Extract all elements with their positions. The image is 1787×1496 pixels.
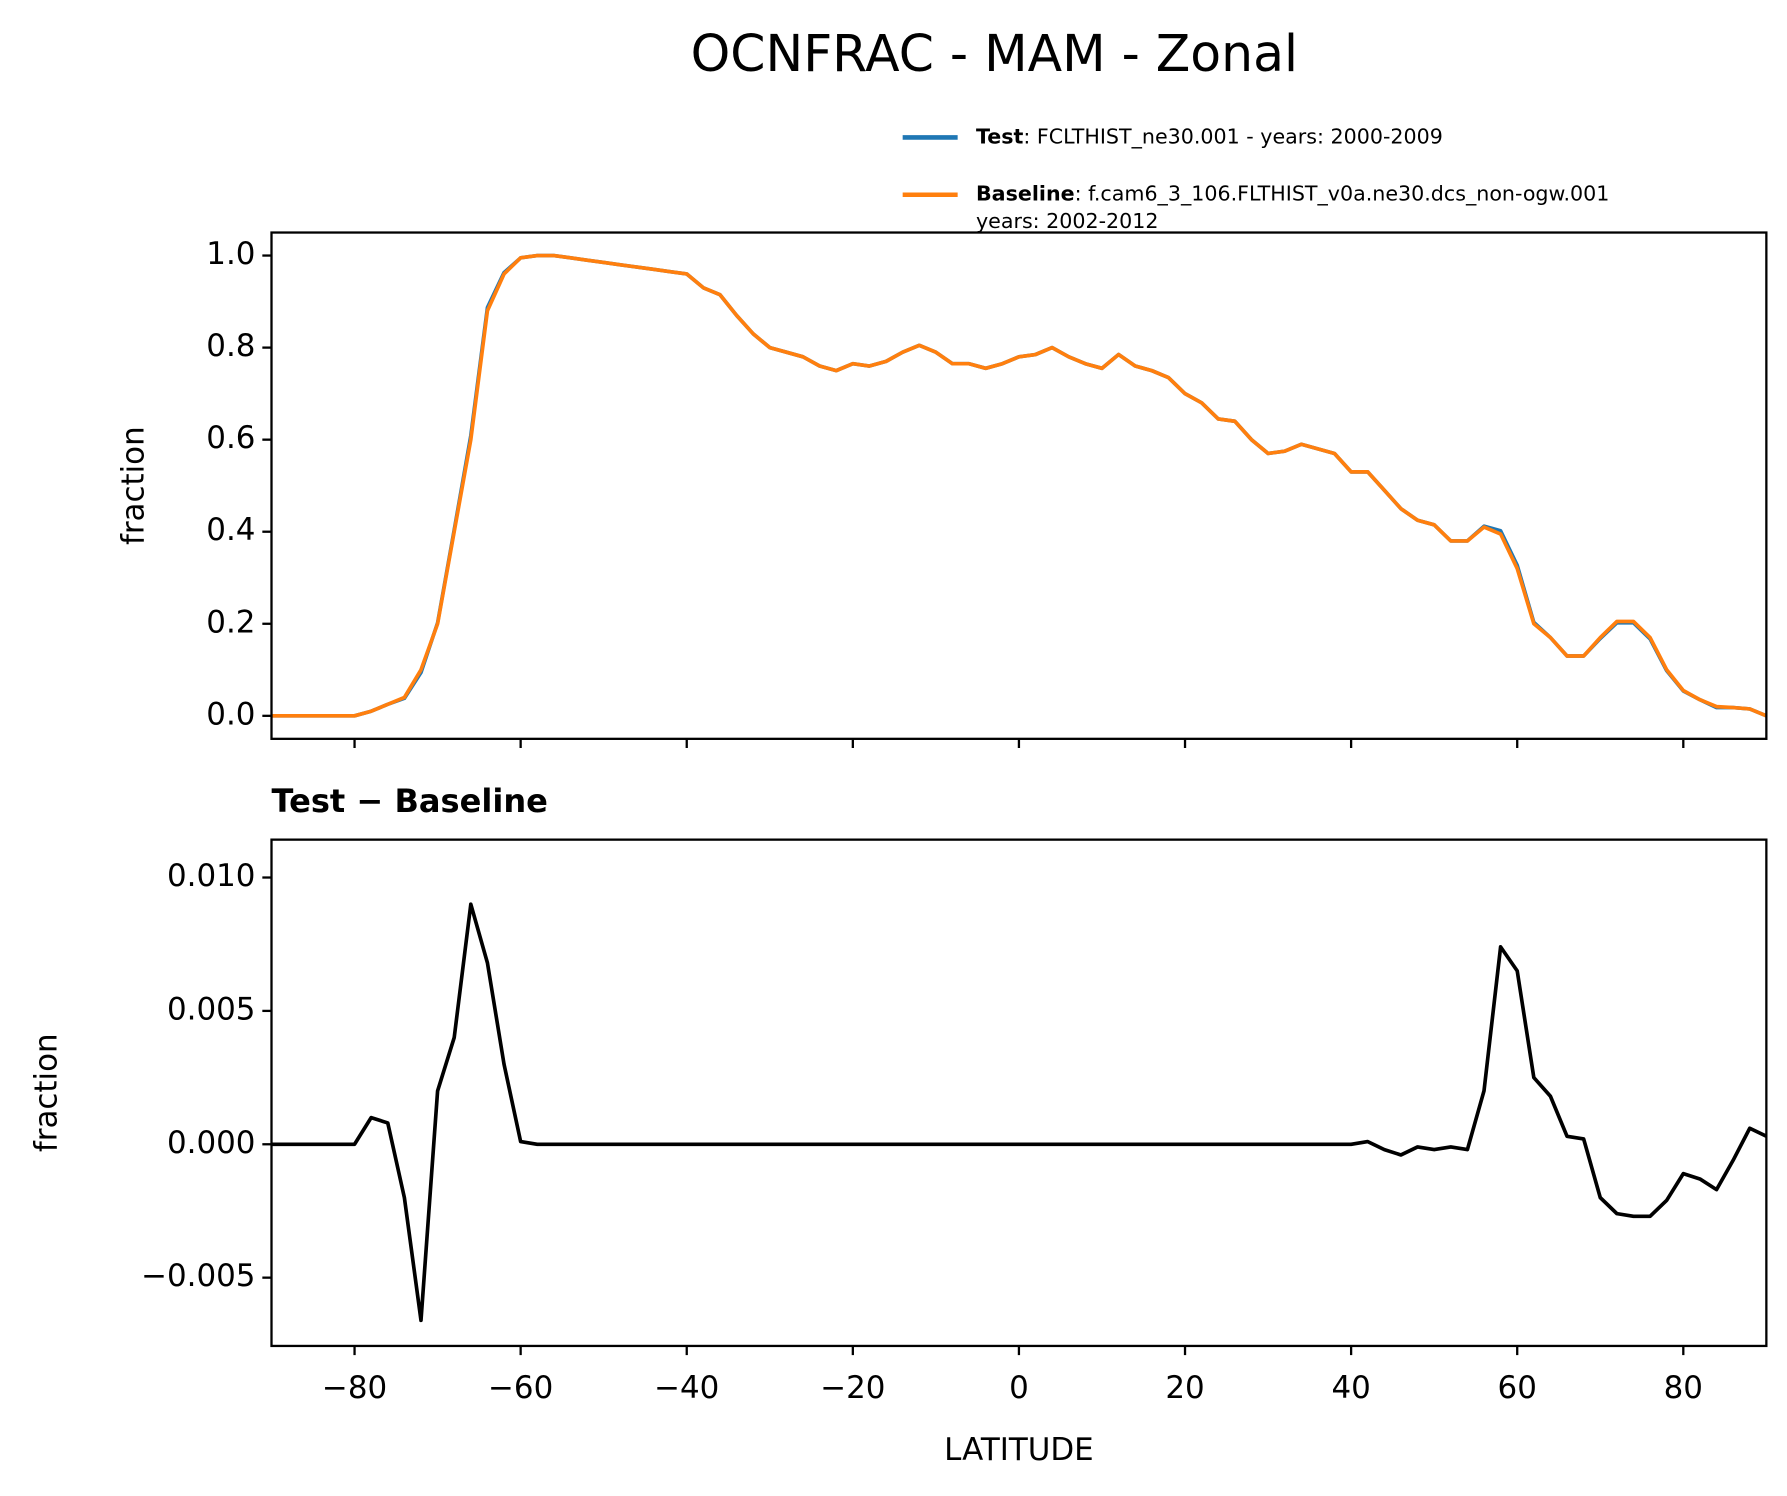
legend-name: Baseline (976, 182, 1075, 206)
y-tick-label: 0.0 (206, 696, 255, 732)
y-tick-label: 1.0 (206, 236, 255, 272)
y-tick-label: 0.005 (167, 991, 255, 1027)
series-line (271, 253, 1767, 718)
legend-name: Test (976, 124, 1024, 148)
legend-description: : f.cam6_3_106.FLTHIST_v0a.ne30.dcs_non-… (1075, 182, 1610, 207)
x-tick-label: 60 (1498, 1370, 1537, 1406)
series-line (271, 902, 1767, 1323)
x-tick-label: −20 (820, 1370, 885, 1406)
axes-frame (270, 231, 1768, 740)
y-tick-label: 0.6 (206, 420, 255, 456)
x-tick-label: 0 (1009, 1370, 1029, 1406)
axes-frame (270, 838, 1768, 1348)
y-tick-label: 0.000 (167, 1125, 255, 1161)
legend-description: years: 2002-2012 (976, 209, 1159, 233)
y-axis-label: fraction (116, 426, 152, 545)
y-tick-label: 0.4 (206, 512, 255, 548)
y-tick-label: 0.2 (206, 604, 255, 640)
y-axis-label: fraction (29, 1033, 65, 1152)
legend-entry: Baseline: f.cam6_3_106.FLTHIST_v0a.ne30.… (976, 182, 1609, 207)
x-axis-label: LATITUDE (944, 1432, 1094, 1468)
y-tick-label: 0.010 (167, 858, 255, 894)
x-tick-label: 40 (1331, 1370, 1370, 1406)
chart-title: OCNFRAC - MAM - Zonal (691, 24, 1298, 83)
series-line (271, 253, 1767, 718)
x-tick-label: 20 (1165, 1370, 1204, 1406)
legend-entry: Test: FCLTHIST_ne30.001 - years: 2000-20… (976, 124, 1443, 149)
x-tick-label: −40 (654, 1370, 719, 1406)
x-tick-label: −80 (322, 1370, 387, 1406)
legend-description: : FCLTHIST_ne30.001 - years: 2000-2009 (1023, 124, 1442, 149)
y-tick-label: −0.005 (141, 1258, 255, 1294)
y-tick-label: 0.8 (206, 328, 255, 364)
x-tick-label: 80 (1664, 1370, 1703, 1406)
subplot-title: Test − Baseline (272, 782, 548, 820)
x-tick-label: −60 (488, 1370, 553, 1406)
